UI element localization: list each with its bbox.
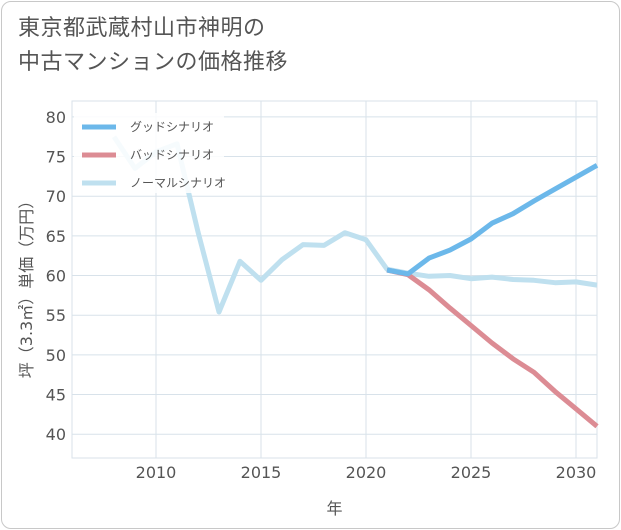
chart-title-line-2: 中古マンションの価格推移 [18,50,289,75]
series-line-0 [386,163,599,277]
plot-border [71,100,598,459]
chart-title: 東京都武蔵村山市神明の 中古マンションの価格推移 [18,12,288,80]
series-line-1 [386,267,599,429]
legend-label-1: バッドシナリオ [130,148,214,162]
y-tick-label: 75 [46,148,66,167]
y-tick-label: 40 [46,425,66,444]
x-axis-label: 年 [326,499,342,518]
x-tick-label: 2025 [451,463,492,482]
y-tick-label: 45 [46,386,66,405]
y-axis-label: 坪（3.3㎡）単価（万円） [17,193,36,378]
x-axis-ticks: 2010 2015 2020 2025 2030 [136,463,597,482]
series-line-2 [111,135,598,315]
y-tick-label: 60 [46,267,66,286]
chart-title-line-1: 東京都武蔵村山市神明の [18,16,266,41]
x-tick-label: 2020 [346,463,387,482]
y-tick-label: 50 [46,346,66,365]
y-tick-label: 65 [46,227,66,246]
legend-label-2: ノーマルシナリオ [130,176,226,190]
legend-label-0: グッドシナリオ [130,120,214,134]
y-tick-label: 70 [46,187,66,206]
y-tick-label: 80 [46,108,66,127]
y-tick-label: 55 [46,306,66,325]
y-axis-ticks: 40 45 50 55 60 65 70 75 80 [46,108,66,444]
x-tick-label: 2010 [136,463,177,482]
x-tick-label: 2015 [241,463,282,482]
series-lines [111,135,599,429]
x-tick-label: 2030 [556,463,597,482]
